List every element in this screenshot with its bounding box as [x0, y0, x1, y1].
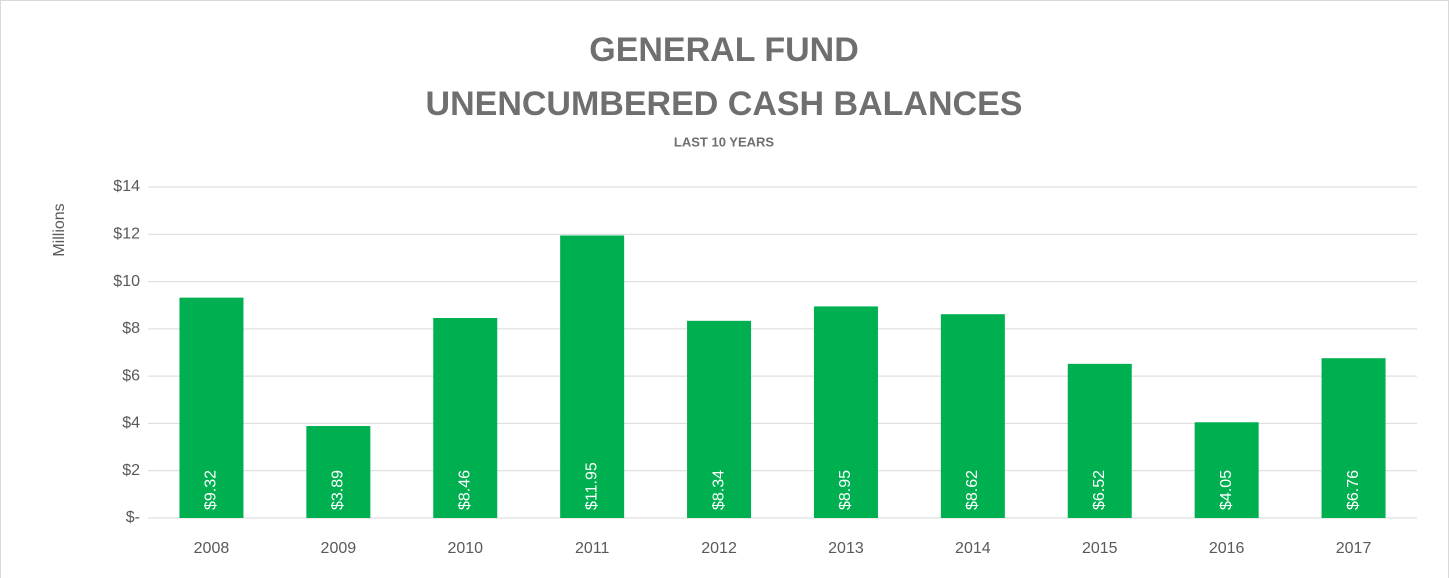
y-tick-label: $-	[126, 509, 140, 526]
data-label: $9.32	[203, 470, 220, 510]
x-tick-label: 2017	[1336, 540, 1372, 557]
bar	[560, 235, 625, 519]
y-tick-label: $4	[122, 415, 140, 432]
data-label: $4.05	[1218, 470, 1235, 510]
y-tick-label: $6	[122, 367, 140, 384]
x-tick-label: 2009	[321, 540, 357, 557]
data-label: $11.95	[583, 462, 600, 510]
x-tick-label: 2012	[701, 540, 737, 557]
bar	[1321, 358, 1386, 518]
x-tick-label: 2014	[955, 540, 991, 557]
y-tick-label: $2	[122, 462, 140, 479]
x-tick-label: 2008	[194, 540, 230, 557]
chart-title: UNENCUMBERED CASH BALANCES	[426, 85, 1023, 123]
data-label: $8.62	[964, 470, 981, 510]
bar	[813, 306, 878, 518]
bar	[940, 314, 1005, 518]
data-label: $8.34	[710, 470, 727, 510]
bar	[1067, 363, 1132, 518]
x-tick-label: 2016	[1209, 540, 1245, 557]
data-label: $3.89	[330, 470, 347, 510]
bar	[433, 317, 498, 518]
y-axis-label: Millions	[51, 203, 68, 256]
bar	[179, 297, 244, 518]
y-tick-label: $14	[113, 178, 140, 195]
chart-subtitle: LAST 10 YEARS	[674, 134, 775, 149]
data-label: $8.95	[837, 470, 854, 510]
y-tick-label: $10	[113, 273, 140, 290]
bar	[1194, 422, 1259, 518]
y-tick-label: $8	[122, 320, 140, 337]
x-tick-label: 2011	[575, 540, 610, 557]
bar	[687, 320, 752, 518]
data-label: $6.52	[1091, 470, 1108, 510]
y-tick-label: $12	[113, 226, 140, 243]
data-label: $8.46	[456, 470, 473, 510]
bar	[306, 426, 371, 518]
data-label: $6.76	[1345, 470, 1362, 510]
chart-title: GENERAL FUND	[589, 31, 859, 69]
x-tick-label: 2013	[828, 540, 864, 557]
x-tick-label: 2015	[1082, 540, 1118, 557]
x-tick-label: 2010	[447, 540, 483, 557]
